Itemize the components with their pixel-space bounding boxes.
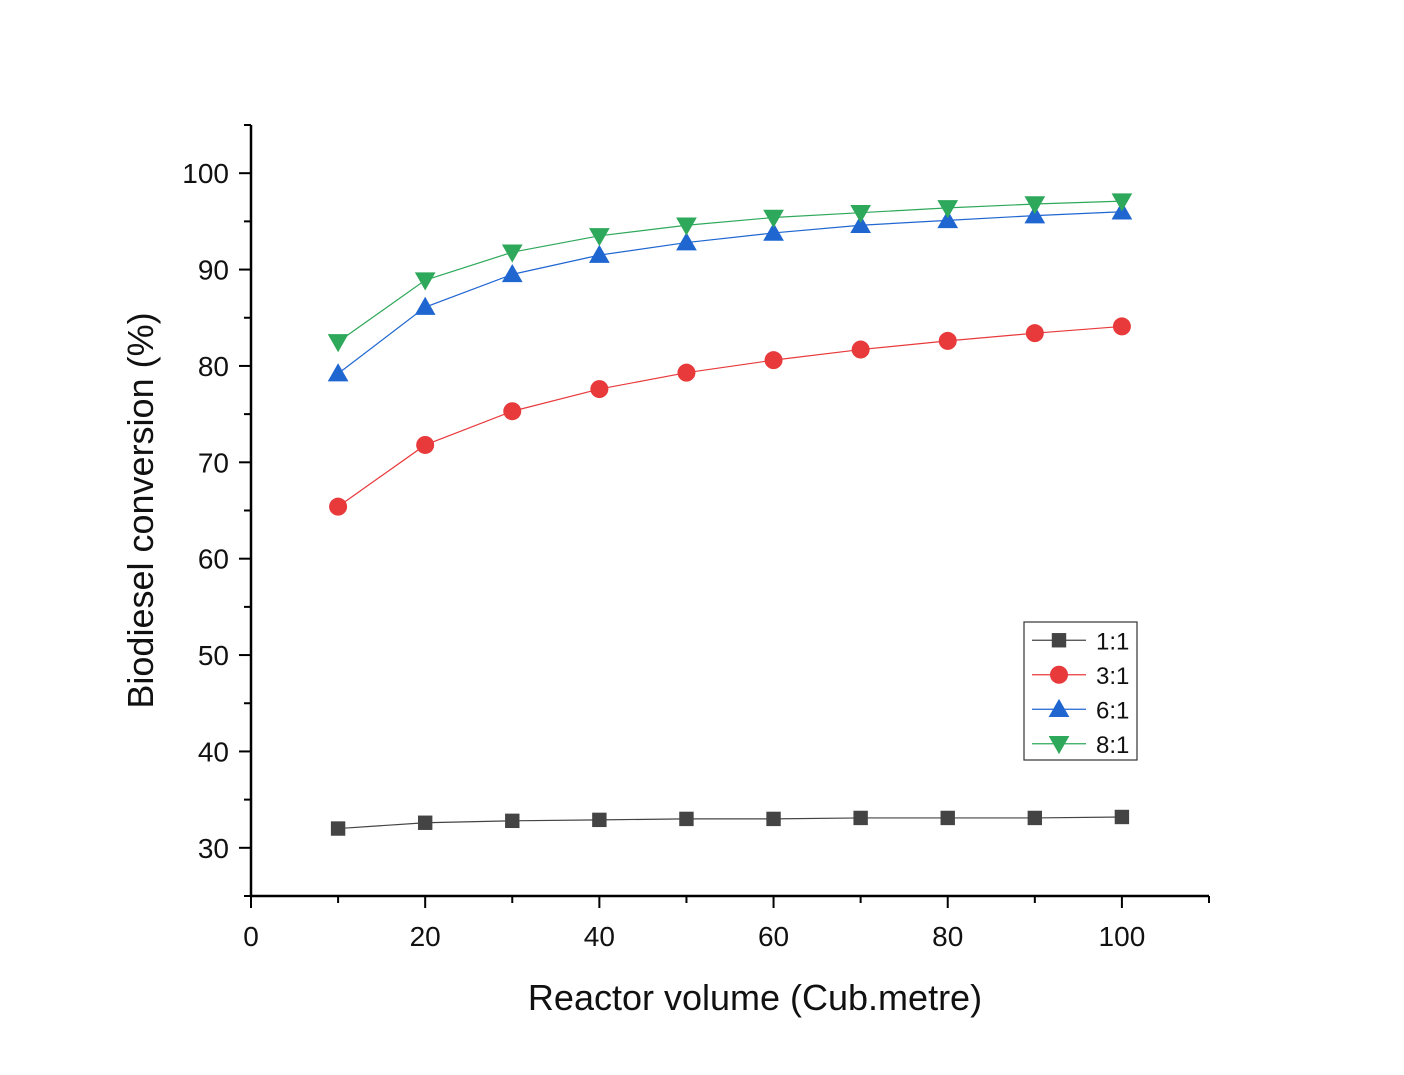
series-line xyxy=(337,200,1122,343)
x-tick-label: 20 xyxy=(410,921,441,952)
data-point xyxy=(677,363,696,382)
data-point xyxy=(414,296,436,315)
legend-item: 8:1 xyxy=(1032,732,1129,759)
y-axis-title: Biodiesel conversion (%) xyxy=(120,312,161,708)
data-point xyxy=(589,228,610,247)
data-point xyxy=(327,363,349,382)
data-point xyxy=(327,334,349,353)
series-line xyxy=(337,211,1122,375)
data-point xyxy=(505,813,520,829)
series-8-1 xyxy=(327,193,1133,353)
data-point xyxy=(414,272,436,291)
series-3-1 xyxy=(329,317,1131,516)
data-point xyxy=(592,812,607,828)
data-point xyxy=(938,331,957,350)
data-point xyxy=(330,821,346,836)
y-tick-label: 30 xyxy=(198,833,229,864)
legend-label: 6:1 xyxy=(1096,697,1129,724)
legend-marker xyxy=(1048,698,1070,718)
legend-item: 6:1 xyxy=(1032,697,1129,724)
x-tick-label: 80 xyxy=(932,921,963,952)
legend-item: 3:1 xyxy=(1032,663,1129,690)
data-point xyxy=(1114,809,1130,825)
data-point xyxy=(589,244,610,263)
data-point xyxy=(501,264,523,283)
y-tick-label: 60 xyxy=(198,544,229,575)
data-point xyxy=(763,222,784,241)
data-point xyxy=(676,217,697,236)
x-tick-label: 40 xyxy=(584,921,615,952)
data-point xyxy=(851,340,870,359)
data-point xyxy=(329,497,348,516)
data-point xyxy=(417,815,433,830)
x-tick-label: 0 xyxy=(243,921,259,952)
series-6-1 xyxy=(327,201,1133,382)
y-tick-label: 40 xyxy=(198,736,229,767)
legend-marker xyxy=(1050,665,1068,684)
data-point xyxy=(676,232,697,251)
data-point xyxy=(764,351,783,370)
series-line xyxy=(338,816,1122,830)
data-point xyxy=(416,435,435,454)
y-tick-label: 90 xyxy=(198,255,229,286)
y-tick-label: 100 xyxy=(182,158,229,189)
y-tick-label: 80 xyxy=(198,351,229,382)
legend-marker xyxy=(1048,735,1070,755)
data-point xyxy=(503,402,522,421)
series-line xyxy=(337,325,1122,508)
series-1-1 xyxy=(330,809,1130,836)
series-layer xyxy=(327,193,1133,836)
data-point xyxy=(853,810,868,826)
data-point xyxy=(1112,317,1131,336)
data-point xyxy=(1111,193,1133,212)
legend: 1:1 3:1 6:1 8:1 xyxy=(1023,621,1138,761)
data-point xyxy=(850,204,871,224)
data-point xyxy=(590,380,609,399)
data-point xyxy=(763,209,784,228)
x-tick-label: 60 xyxy=(758,921,789,952)
x-axis-title: Reactor volume (Cub.metre) xyxy=(528,977,982,1018)
data-point xyxy=(1027,810,1043,826)
y-tick-label: 70 xyxy=(198,447,229,478)
y-tick-label: 50 xyxy=(198,640,229,671)
x-tick-label: 100 xyxy=(1099,921,1146,952)
data-point xyxy=(1024,196,1046,215)
data-point xyxy=(850,214,871,233)
data-point xyxy=(766,811,781,827)
data-point xyxy=(1025,324,1044,343)
legend-label: 1:1 xyxy=(1096,628,1129,655)
legend-box xyxy=(1023,621,1138,761)
data-point xyxy=(937,210,959,229)
data-point xyxy=(679,811,694,827)
legend-label: 3:1 xyxy=(1096,663,1129,690)
legend-item: 1:1 xyxy=(1032,628,1129,655)
legend-label: 8:1 xyxy=(1096,732,1129,759)
data-point xyxy=(501,244,523,263)
legend-marker xyxy=(1051,633,1067,648)
data-point xyxy=(940,810,955,826)
data-point xyxy=(937,200,959,219)
axes: 0 20 40 60 80 100 30 40 50 60 70 80 90 100 xyxy=(182,124,1210,952)
